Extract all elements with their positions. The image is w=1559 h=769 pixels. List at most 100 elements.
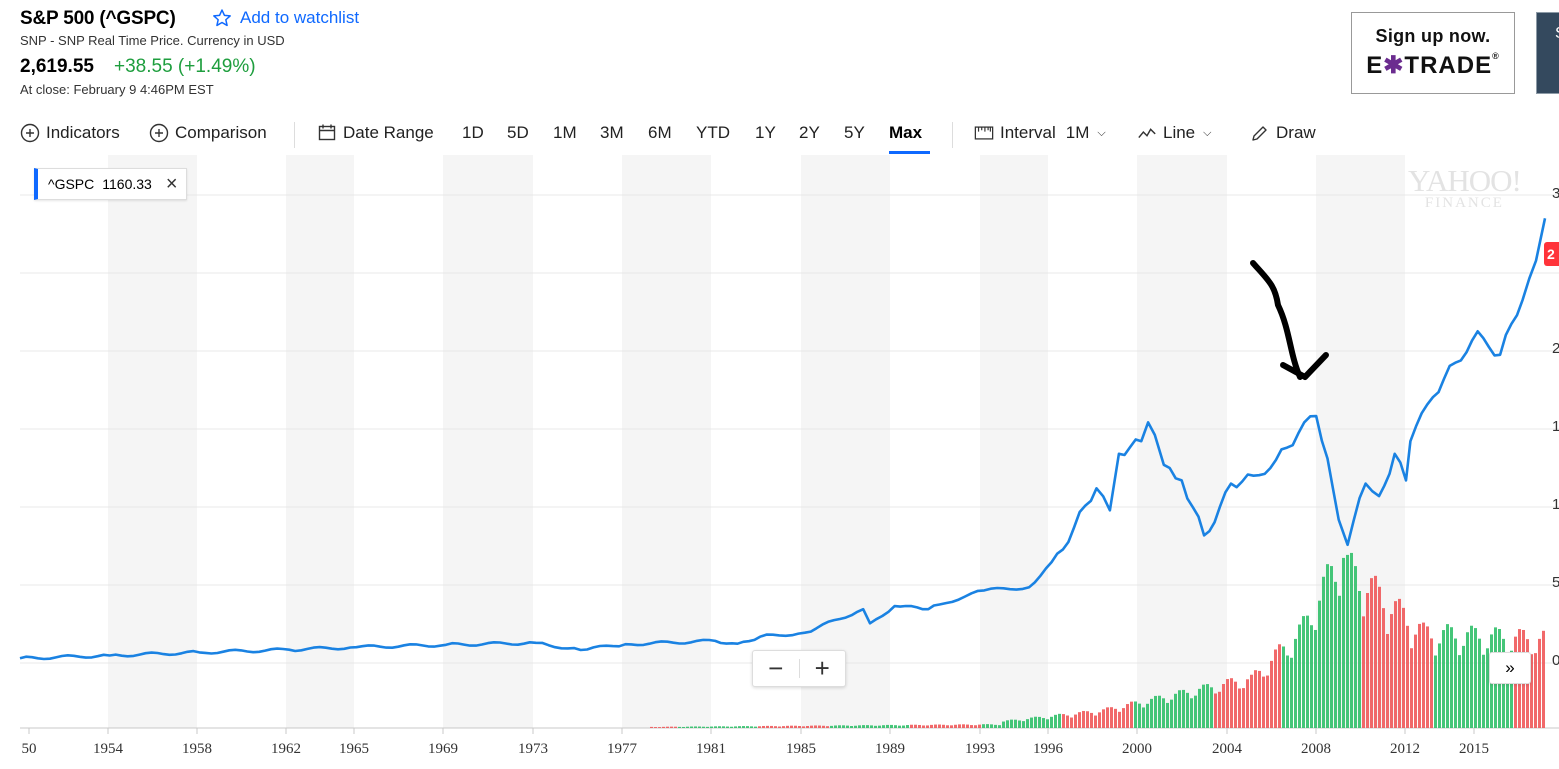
range-5d[interactable]: 5D (507, 123, 529, 142)
volume-bar (994, 724, 997, 728)
quote-source: SNP - SNP Real Time Price. Currency in U… (20, 33, 285, 48)
chart-type-dropdown[interactable]: Line ⌵ (1137, 123, 1211, 143)
x-tick-label: 50 (21, 741, 37, 757)
range-2y[interactable]: 2Y (799, 123, 820, 142)
volume-bar (1094, 715, 1097, 728)
volume-bar (834, 725, 837, 728)
volume-bar (662, 726, 665, 728)
volume-bar (1466, 632, 1469, 728)
volume-bar (1462, 645, 1465, 728)
volume-bar (1374, 575, 1377, 728)
volume-bar (1446, 624, 1449, 728)
zoom-out-button[interactable]: − (768, 653, 784, 683)
volume-bar (846, 725, 849, 728)
price-chart[interactable]: ^GSPC 1160.33 × YAHOO! FINANCE 2 3 2 1 1… (0, 155, 1559, 769)
volume-bar (1150, 698, 1153, 728)
range-ytd[interactable]: YTD (696, 123, 730, 142)
volume-bar (1450, 627, 1453, 728)
volume-bar (1186, 692, 1189, 728)
range-6m[interactable]: 6M (648, 123, 672, 142)
volume-bar (1154, 695, 1157, 728)
range-1y[interactable]: 1Y (755, 123, 776, 142)
volume-bar (1298, 624, 1301, 728)
volume-bar (946, 725, 949, 728)
volume-bar (1314, 629, 1317, 728)
volume-bar (1418, 623, 1421, 728)
volume-bar (806, 725, 809, 728)
volume-bar (1174, 693, 1177, 728)
volume-bar (1082, 710, 1085, 728)
volume-bar (966, 724, 969, 728)
zoom-in-button[interactable]: + (814, 653, 830, 683)
comparison-button[interactable]: Comparison (149, 123, 267, 143)
volume-bar (758, 726, 761, 728)
volume-bar (882, 725, 885, 728)
volume-bar (1510, 650, 1513, 728)
volume-bar (1210, 687, 1213, 728)
volume-bar (1098, 712, 1101, 728)
scroll-right-button[interactable]: » (1489, 652, 1531, 684)
add-to-watchlist-button[interactable]: Add to watchlist (212, 8, 359, 28)
volume-bar (958, 724, 961, 728)
volume-bar (1438, 643, 1441, 728)
etrade-ad[interactable]: Sign up now. E✱TRADE® (1351, 12, 1515, 94)
volume-bar (1382, 608, 1385, 728)
x-tick-label: 1965 (339, 741, 369, 757)
volume-bar (1022, 721, 1025, 728)
volume-bar (698, 726, 701, 728)
volume-bar (1250, 674, 1253, 728)
volume-bar (654, 727, 657, 728)
volume-bar (1198, 688, 1201, 728)
range-5y[interactable]: 5Y (844, 123, 865, 142)
volume-bar (858, 725, 861, 728)
volume-bar (746, 726, 749, 728)
volume-bar (894, 725, 897, 728)
volume-bar (1074, 714, 1077, 728)
volume-bar (1294, 638, 1297, 728)
secondary-ad[interactable]: S (1536, 12, 1559, 94)
volume-bar (1422, 622, 1425, 728)
volume-bar (1122, 708, 1125, 728)
volume-bar (794, 725, 797, 728)
volume-bar (774, 726, 777, 728)
volume-bar (814, 725, 817, 728)
volume-bar (1302, 616, 1305, 728)
volume-bar (990, 724, 993, 728)
draw-button[interactable]: Draw (1250, 123, 1316, 143)
date-range-button[interactable]: Date Range (317, 123, 434, 143)
range-1m[interactable]: 1M (553, 123, 577, 142)
series-legend: ^GSPC 1160.33 × (34, 168, 187, 200)
x-tick-label: 1981 (696, 741, 726, 757)
volume-bar (1126, 704, 1129, 728)
volume-bar (1326, 564, 1329, 728)
range-1d[interactable]: 1D (462, 123, 484, 142)
calendar-icon (318, 124, 336, 141)
range-max[interactable]: Max (889, 123, 923, 142)
chart-canvas[interactable] (0, 155, 1559, 769)
current-price: 2,619.55 (20, 56, 94, 77)
x-tick-label: 1973 (518, 741, 548, 757)
volume-bar (930, 724, 933, 728)
volume-bar (1258, 670, 1261, 728)
volume-bar (1342, 557, 1345, 728)
close-icon[interactable]: × (165, 172, 178, 195)
volume-bar (1110, 707, 1113, 728)
volume-bar (1474, 628, 1477, 728)
range-3m[interactable]: 3M (600, 123, 624, 142)
volume-bar (902, 725, 905, 728)
volume-bar (1430, 638, 1433, 728)
pencil-icon (1252, 126, 1267, 141)
volume-bar (738, 726, 741, 728)
interval-dropdown[interactable]: Interval 1M ⌵ (974, 123, 1106, 143)
indicators-button[interactable]: Indicators (20, 123, 120, 143)
volume-bar (854, 725, 857, 728)
price-change: +38.55 (+1.49%) (114, 56, 256, 77)
volume-bar (942, 724, 945, 728)
volume-bar (810, 725, 813, 728)
volume-bar (1218, 691, 1221, 728)
volume-bar (954, 724, 957, 728)
volume-bar (1006, 720, 1009, 728)
volume-bar (1106, 707, 1109, 728)
current-price-tag: 2 (1544, 242, 1559, 266)
volume-bar (1042, 718, 1045, 728)
